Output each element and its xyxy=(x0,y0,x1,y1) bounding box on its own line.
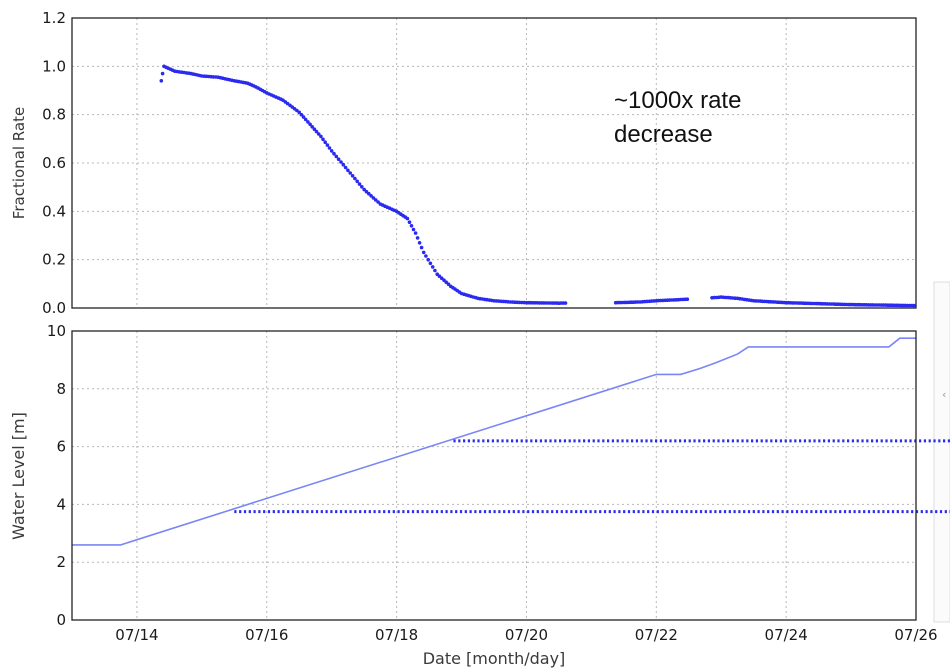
rate-point xyxy=(301,115,306,119)
rate-point xyxy=(350,174,355,178)
rate-point xyxy=(428,261,433,266)
rate-point xyxy=(415,236,420,240)
rate-point xyxy=(327,146,332,150)
rate-point xyxy=(563,301,568,305)
top-y-tick-label: 0.4 xyxy=(42,202,66,220)
top-y-tick-label: 1.2 xyxy=(42,9,66,27)
bottom-y-tick-label: 6 xyxy=(56,438,66,456)
annotation-line-2: decrease xyxy=(614,121,713,148)
rate-point xyxy=(343,165,348,170)
rate-point xyxy=(299,112,304,117)
rate-point xyxy=(308,122,312,127)
x-tick-label: 07/18 xyxy=(375,626,418,644)
top-y-tick-label: 0.0 xyxy=(42,299,66,317)
bottom-y-tick-label: 0 xyxy=(56,611,66,629)
rate-point xyxy=(334,154,339,159)
reference-lines xyxy=(234,439,950,514)
rate-point xyxy=(912,303,916,308)
bottom-y-tick-label: 2 xyxy=(56,553,66,571)
x-tick-label: 07/14 xyxy=(115,626,158,644)
rate-point xyxy=(312,127,317,131)
top-plot-frame xyxy=(71,17,917,309)
rate-point xyxy=(160,71,165,76)
top-y-tick-label: 0.2 xyxy=(42,251,66,269)
x-tick-label: 07/16 xyxy=(245,626,288,644)
rate-point xyxy=(685,297,690,302)
bottom-line-marks xyxy=(72,337,916,546)
rate-point xyxy=(321,137,325,142)
x-tick-label: 07/26 xyxy=(894,626,937,644)
rate-point xyxy=(357,182,362,186)
rate-point xyxy=(339,160,343,164)
fractional-rate-panel: 0.0 0.2 0.4 0.6 0.8 1.0 1.2 Fractional Rate ~1… xyxy=(10,9,917,317)
rate-point xyxy=(325,143,330,147)
rate-point xyxy=(336,157,341,161)
rate-point xyxy=(367,191,371,196)
x-tick-label: 07/22 xyxy=(635,626,678,644)
bottom-x-tick-labels: 07/14 07/16 07/18 07/20 07/22 07/24 07/26 xyxy=(115,626,937,644)
rate-point xyxy=(424,254,428,258)
rate-point xyxy=(319,134,323,139)
rate-point xyxy=(373,198,378,202)
bottom-y-tick-label: 8 xyxy=(56,380,66,398)
bottom-plot-frame xyxy=(71,330,917,621)
x-tick-label: 07/24 xyxy=(765,626,808,644)
top-y-tick-labels: 0.0 0.2 0.4 0.6 0.8 1.0 1.2 xyxy=(42,9,66,317)
x-tick-label: 07/20 xyxy=(505,626,548,644)
rate-point xyxy=(409,224,414,228)
top-scatter-marks xyxy=(159,64,916,308)
rate-point xyxy=(341,162,346,167)
side-panel-chevron-icon: ‹ xyxy=(942,388,946,401)
rate-point xyxy=(159,79,164,83)
rate-point xyxy=(329,149,334,153)
rate-point xyxy=(346,168,350,173)
rate-point xyxy=(376,200,380,204)
rate-point xyxy=(348,171,353,175)
rate-point xyxy=(433,268,437,273)
rate-point xyxy=(310,125,315,129)
rate-point xyxy=(306,120,310,124)
bottom-y-tick-label: 4 xyxy=(56,495,66,513)
rate-point xyxy=(332,151,336,156)
rate-point xyxy=(417,241,422,245)
x-axis-label: Date [month/day] xyxy=(423,649,566,668)
top-y-tick-label: 0.6 xyxy=(42,154,66,172)
rate-point xyxy=(413,231,418,235)
rate-point xyxy=(430,265,435,269)
rate-point xyxy=(297,110,302,115)
side-panel-edge xyxy=(933,281,950,623)
rate-point xyxy=(355,179,360,184)
rate-point xyxy=(411,227,416,232)
rate-point xyxy=(360,185,364,189)
top-grid xyxy=(72,17,917,309)
rate-point xyxy=(323,140,328,144)
rate-point xyxy=(303,117,308,122)
rate-point xyxy=(421,250,426,255)
rate-point xyxy=(407,220,412,224)
bottom-y-axis-label: Water Level [m] xyxy=(9,412,28,540)
top-y-tick-label: 1.0 xyxy=(42,57,66,75)
rate-point xyxy=(419,245,424,250)
annotation-line-1: ~1000x rate xyxy=(614,87,741,114)
water-level-line xyxy=(72,337,916,546)
top-y-axis-label: Fractional Rate xyxy=(10,107,28,219)
bottom-y-tick-labels: 0 2 4 6 8 10 xyxy=(47,322,66,629)
rate-point xyxy=(362,187,367,192)
top-y-tick-label: 0.8 xyxy=(42,106,66,124)
rate-point xyxy=(426,257,431,262)
rate-point xyxy=(405,216,410,221)
rate-point xyxy=(314,129,319,134)
bottom-grid xyxy=(72,330,917,621)
rate-point xyxy=(316,132,321,136)
rate-point xyxy=(369,194,373,198)
rate-point xyxy=(353,176,357,181)
bottom-y-tick-label: 10 xyxy=(47,322,66,340)
